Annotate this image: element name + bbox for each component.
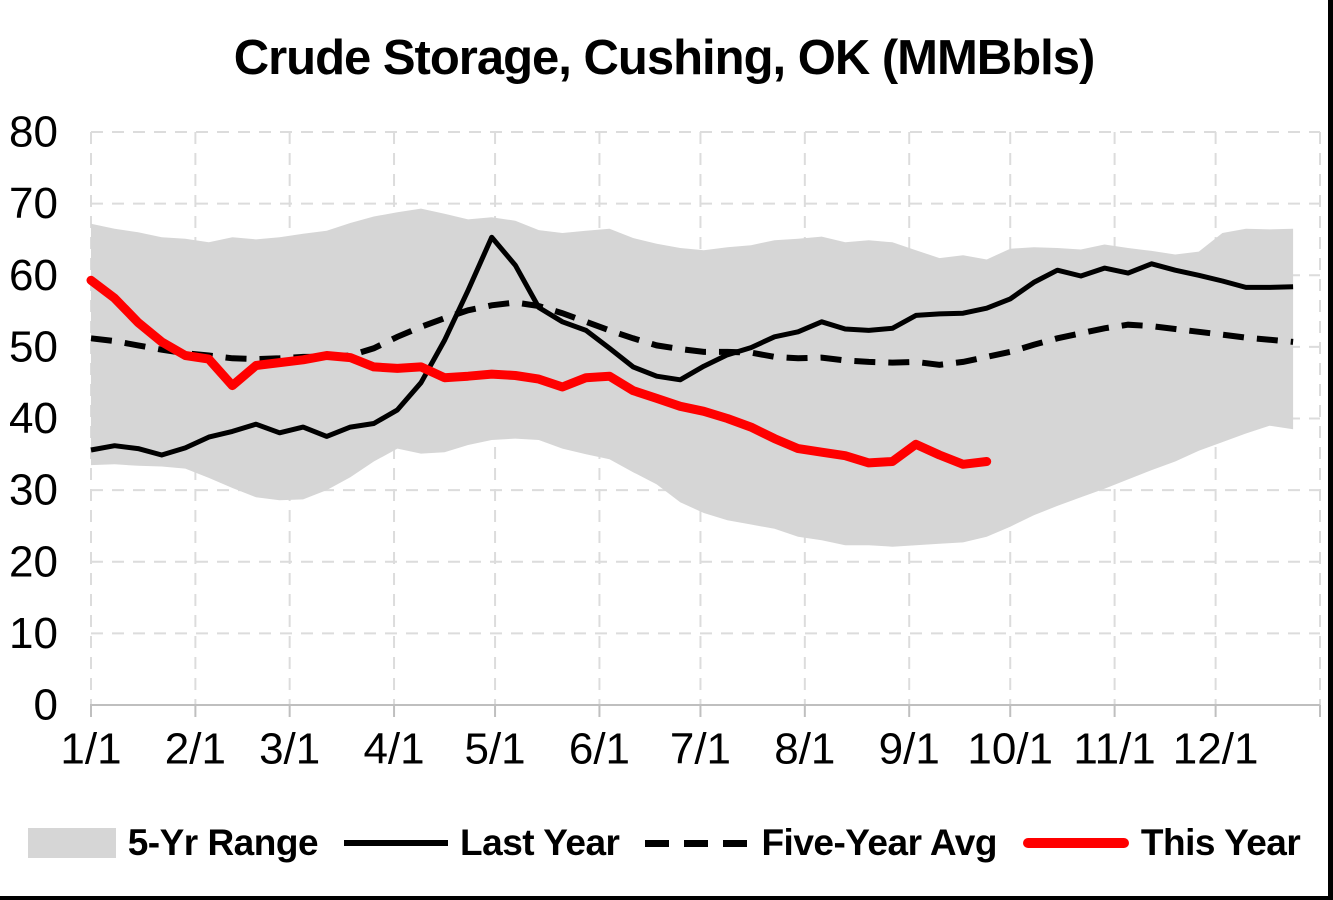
solid-line-swatch-icon bbox=[344, 840, 449, 846]
x-axis-label: 5/1 bbox=[464, 725, 525, 774]
this-year-line bbox=[86, 275, 992, 469]
y-axis-label: 50 bbox=[9, 322, 58, 371]
legend-item-range: 5-Yr Range bbox=[27, 822, 319, 864]
legend-label: Five-Year Avg bbox=[761, 822, 997, 863]
x-axis-label: 4/1 bbox=[363, 725, 424, 774]
y-axis-label: 70 bbox=[9, 179, 58, 228]
dashed-line-swatch-icon bbox=[645, 839, 750, 847]
x-axis-label: 1/1 bbox=[60, 725, 121, 774]
y-axis-label: 40 bbox=[9, 394, 58, 443]
five-year-avg-line bbox=[90, 299, 1294, 368]
legend-item-last-year: Last Year bbox=[344, 822, 620, 864]
legend-item-five-year-avg: Five-Year Avg bbox=[645, 822, 997, 864]
y-axis-label: 30 bbox=[9, 466, 58, 515]
red-line-swatch-icon bbox=[1022, 838, 1129, 848]
x-axis-label: 10/1 bbox=[967, 725, 1053, 774]
five-year-range-band bbox=[91, 208, 1294, 547]
x-axis-label: 6/1 bbox=[569, 725, 630, 774]
x-axis-label: 8/1 bbox=[774, 725, 835, 774]
legend-label: 5-Yr Range bbox=[127, 822, 319, 863]
x-axis-label: 9/1 bbox=[879, 725, 940, 774]
legend-label: Last Year bbox=[460, 822, 620, 863]
y-axis-label: 10 bbox=[9, 609, 58, 658]
range-swatch-icon bbox=[27, 828, 116, 858]
y-axis-label: 60 bbox=[9, 251, 58, 300]
legend-label: This Year bbox=[1140, 822, 1301, 863]
y-axis-label: 80 bbox=[9, 108, 58, 157]
chart-title: Crude Storage, Cushing, OK (MMBbls) bbox=[233, 31, 1096, 85]
x-axis-label: 7/1 bbox=[670, 725, 731, 774]
legend-item-this-year: This Year bbox=[1022, 822, 1301, 864]
y-axis-label: 20 bbox=[9, 537, 58, 586]
x-axis-label: 11/1 bbox=[1073, 725, 1155, 774]
x-axis-label: 2/1 bbox=[165, 725, 226, 774]
legend: 5-Yr Range Last Year Five-Year Avg This … bbox=[0, 822, 1328, 864]
last-year-line bbox=[90, 234, 1294, 458]
y-axis-label: 0 bbox=[34, 681, 58, 730]
x-axis-label: 3/1 bbox=[259, 725, 320, 774]
x-axis-label: 12/1 bbox=[1173, 725, 1259, 774]
